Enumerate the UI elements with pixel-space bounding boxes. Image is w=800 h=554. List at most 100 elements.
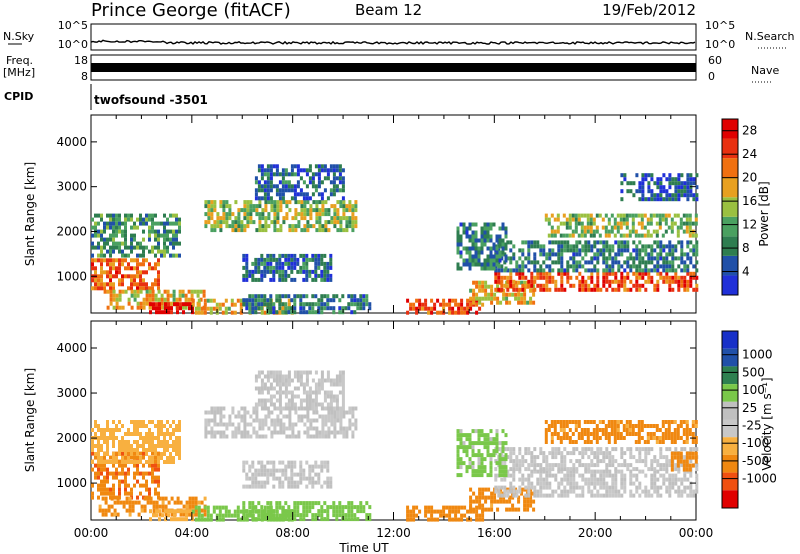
velocity-cell (269, 374, 273, 379)
velocity-cell (504, 469, 508, 474)
power-cell (222, 208, 226, 213)
velocity-cell (611, 463, 615, 468)
velocity-cell (219, 422, 223, 427)
velocity-cell (308, 398, 312, 403)
velocity-cell (569, 469, 573, 474)
power-cell (562, 213, 566, 218)
power-cell (620, 189, 624, 194)
velocity-cell (563, 477, 567, 482)
power-cell (674, 279, 678, 284)
velocity-cell (121, 471, 124, 476)
velocity-cell (278, 370, 282, 375)
velocity-cell (338, 378, 342, 383)
power-cell (686, 256, 690, 261)
velocity-cell (297, 414, 301, 419)
power-cell (626, 275, 630, 280)
velocity-cell (134, 500, 138, 505)
power-cell (151, 217, 154, 222)
power-cell (172, 297, 176, 302)
power-cell (148, 229, 151, 234)
velocity-cell (644, 451, 648, 456)
power-cell (634, 213, 638, 218)
velocity-cell (511, 503, 515, 508)
power-cell (454, 302, 458, 307)
velocity-cell (109, 491, 112, 496)
velocity-cell (284, 501, 288, 506)
power-cell (112, 293, 116, 298)
velocity-cell (501, 441, 505, 446)
velocity-cell (160, 444, 163, 448)
velocity-cell (608, 463, 612, 468)
power-cell (439, 302, 443, 307)
velocity-cell (264, 414, 268, 419)
power-cell (584, 252, 588, 257)
velocity-cell (103, 475, 106, 480)
velocity-cell (694, 440, 698, 444)
velocity-cell (638, 481, 642, 486)
power-cell (471, 242, 475, 247)
power-cell (329, 306, 333, 311)
power-cell (638, 275, 642, 280)
power-cell (592, 221, 596, 226)
velocity-cell (270, 410, 274, 415)
power-cell (497, 248, 501, 253)
velocity-cell (281, 480, 285, 485)
power-cell (243, 204, 247, 209)
velocity-cell (317, 501, 321, 506)
velocity-cell (115, 495, 118, 500)
power-cell (326, 176, 330, 181)
power-cell (293, 196, 297, 201)
velocity-cell (287, 517, 291, 522)
velocity-cell (474, 453, 478, 458)
velocity-cell (121, 440, 124, 444)
velocity-cell (314, 501, 318, 506)
power-cell (527, 244, 531, 249)
power-cell (112, 221, 115, 226)
power-cell (97, 245, 100, 250)
velocity-cell (178, 456, 181, 460)
power-cell (133, 278, 136, 283)
power-cell (269, 196, 273, 201)
velocity-cell (276, 414, 280, 419)
power-cell (665, 244, 669, 249)
power-cell (506, 240, 510, 245)
power-cell (260, 269, 264, 274)
power-cell (512, 268, 516, 273)
velocity-cell (197, 513, 201, 518)
velocity-cell (290, 472, 294, 477)
power-cell (502, 296, 506, 301)
power-cell (638, 189, 642, 194)
power-cell (602, 256, 606, 261)
power-cell (317, 253, 321, 258)
power-cell (245, 253, 249, 258)
power-cell (148, 233, 151, 238)
power-cell (224, 310, 228, 315)
velocity-cell (523, 503, 527, 508)
velocity-cell (629, 463, 633, 468)
velocity-cell (124, 448, 127, 452)
power-cell (216, 224, 220, 229)
velocity-cell (569, 473, 573, 478)
velocity-cell (542, 485, 546, 490)
power-cell (686, 177, 690, 182)
velocity-cell (661, 420, 665, 424)
power-cell (158, 302, 161, 307)
power-cell (498, 234, 502, 239)
velocity-cell (166, 448, 169, 452)
power-cell (166, 229, 169, 234)
power-cell (278, 302, 282, 307)
power-cell (342, 200, 346, 205)
power-cell (278, 273, 282, 278)
velocity-cell (294, 434, 298, 439)
velocity-cell (228, 422, 232, 427)
velocity-cell (213, 434, 217, 439)
power-cell (586, 229, 590, 234)
velocity-cell (216, 430, 220, 435)
velocity-cell (213, 430, 217, 435)
power-cell (272, 164, 276, 169)
velocity-cell (188, 500, 192, 505)
power-cell (412, 306, 416, 311)
power-cell (299, 188, 303, 193)
power-cell (474, 254, 478, 259)
velocity-cell (667, 424, 671, 428)
